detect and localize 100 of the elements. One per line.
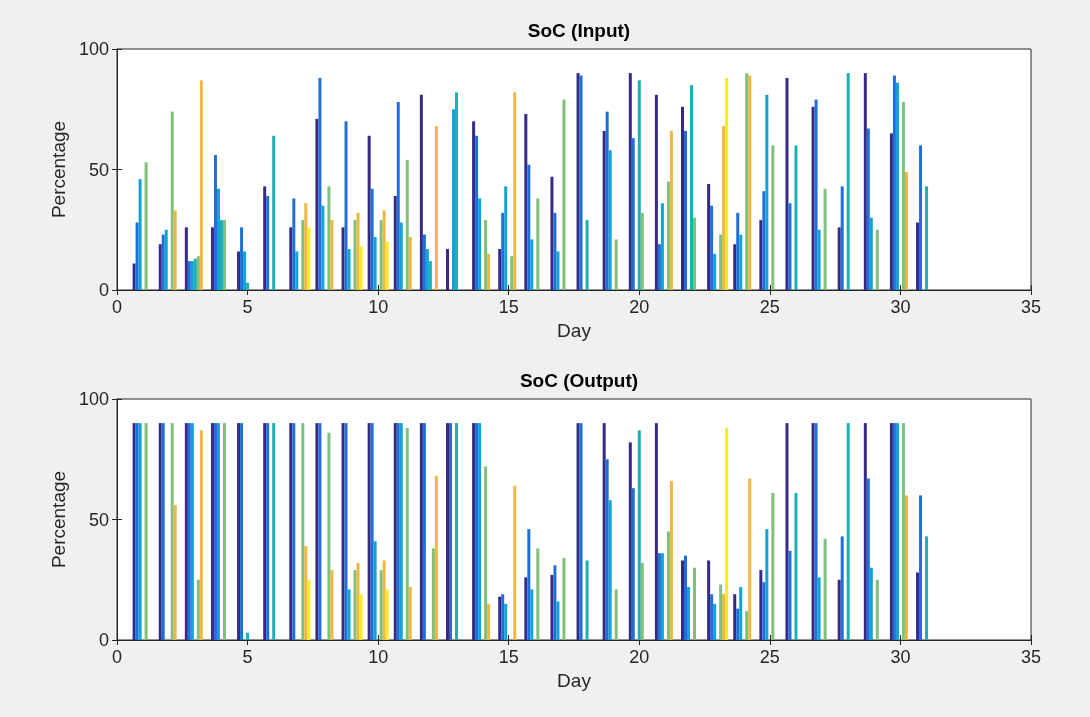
- bar: [765, 94, 769, 290]
- bar: [445, 249, 449, 290]
- bar: [811, 106, 815, 290]
- bar: [327, 432, 331, 640]
- bar: [608, 150, 612, 290]
- bar: [631, 138, 635, 290]
- bar: [869, 217, 873, 290]
- bar: [657, 244, 661, 290]
- bar: [693, 217, 697, 290]
- bar: [660, 203, 664, 290]
- bar: [640, 212, 644, 290]
- bar: [399, 222, 403, 290]
- bar: [434, 476, 438, 640]
- bar: [304, 546, 308, 640]
- bar: [892, 75, 896, 290]
- bar: [272, 423, 276, 640]
- bar: [530, 589, 534, 640]
- bar: [713, 253, 717, 290]
- bar: [272, 135, 276, 290]
- bar: [359, 246, 363, 290]
- bar: [614, 239, 618, 290]
- bar: [243, 251, 247, 290]
- bar: [681, 106, 685, 290]
- bar: [628, 73, 632, 290]
- bar: [263, 186, 267, 290]
- bar: [307, 579, 311, 640]
- bar: [736, 608, 740, 640]
- bar: [382, 560, 386, 640]
- bar: [396, 102, 400, 290]
- bar: [794, 145, 798, 290]
- bar: [904, 171, 908, 290]
- bar: [866, 478, 870, 640]
- bar: [817, 229, 821, 290]
- bar: [419, 94, 423, 290]
- bar: [527, 529, 531, 640]
- bar: [585, 560, 589, 640]
- bar: [925, 186, 929, 290]
- bar: [292, 198, 296, 290]
- bar: [422, 234, 426, 290]
- bar: [408, 586, 412, 640]
- bar: [925, 536, 929, 640]
- bar: [722, 594, 726, 640]
- bar: [707, 183, 711, 290]
- bar: [869, 567, 873, 640]
- bar: [916, 222, 920, 290]
- bar: [295, 251, 299, 290]
- bar: [327, 186, 331, 290]
- bar: [736, 212, 740, 290]
- x-tick-label: 35: [1020, 647, 1042, 667]
- bar: [901, 423, 905, 640]
- bar: [889, 133, 893, 290]
- bar: [739, 586, 743, 640]
- bar: [530, 239, 534, 290]
- x-tick-label: 0: [111, 297, 123, 317]
- bar: [725, 427, 729, 640]
- bar: [164, 229, 168, 290]
- bar: [445, 423, 449, 640]
- bar: [318, 77, 322, 290]
- x-tick-label: 15: [498, 297, 519, 317]
- bar: [771, 492, 775, 640]
- bar: [745, 611, 749, 640]
- bar: [710, 205, 714, 290]
- x-tick-label: 5: [242, 297, 253, 317]
- bar: [237, 251, 241, 290]
- bar: [510, 256, 514, 290]
- bar: [513, 485, 517, 640]
- bar: [138, 179, 142, 290]
- y-tick-label: 100: [78, 389, 109, 409]
- bar: [321, 205, 325, 290]
- bar: [562, 99, 566, 290]
- x-tick-label: 35: [1020, 297, 1042, 317]
- bar: [733, 594, 737, 640]
- bar: [504, 603, 508, 640]
- bar: [866, 128, 870, 290]
- bar: [524, 114, 528, 290]
- bar: [863, 423, 867, 640]
- bar: [158, 244, 162, 290]
- bar: [347, 249, 351, 290]
- bar: [681, 560, 685, 640]
- bar: [385, 241, 389, 290]
- bar: [762, 191, 766, 290]
- chart-title: SoC (Output): [519, 370, 639, 391]
- bar: [199, 80, 203, 290]
- bar: [501, 212, 505, 290]
- bar: [901, 102, 905, 290]
- bar: [266, 196, 270, 290]
- bar: [846, 423, 850, 640]
- bar: [605, 111, 609, 290]
- bar: [359, 594, 363, 640]
- bar: [788, 550, 792, 640]
- bar: [585, 220, 589, 290]
- y-axis-title: Percentage: [48, 120, 70, 219]
- bar: [602, 423, 606, 640]
- bar: [307, 227, 311, 290]
- bar: [454, 423, 458, 640]
- bar: [385, 589, 389, 640]
- x-tick-label: 25: [759, 297, 780, 317]
- x-tick-label: 30: [890, 647, 911, 667]
- bar: [614, 589, 618, 640]
- bar: [196, 579, 200, 640]
